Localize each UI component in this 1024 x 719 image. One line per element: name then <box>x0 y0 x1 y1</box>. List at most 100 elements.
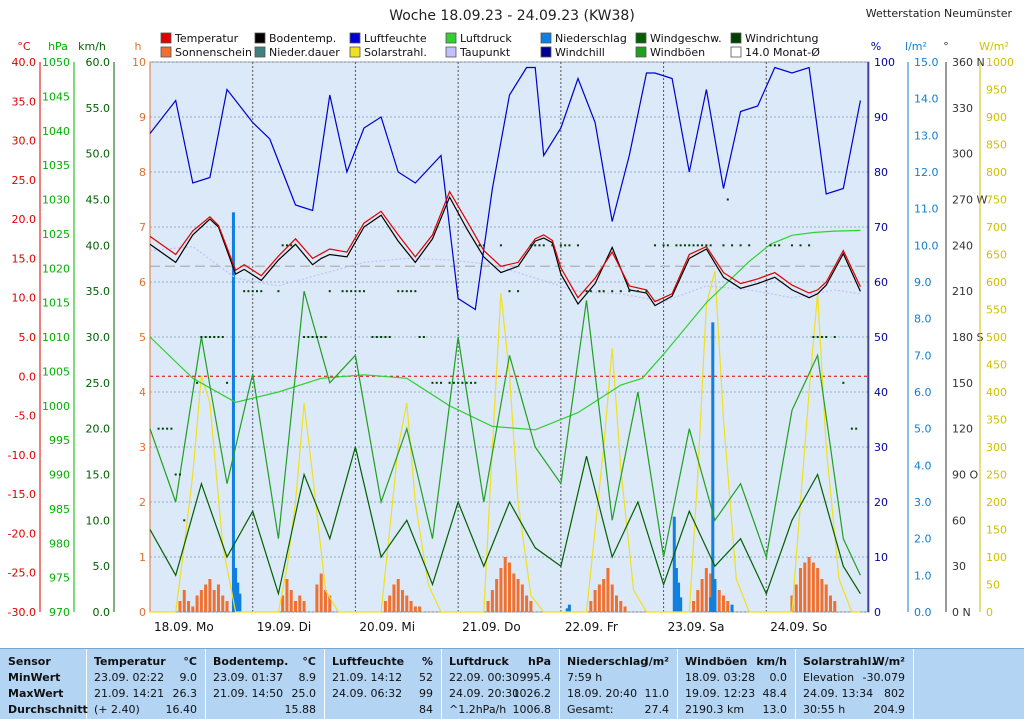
dir-tick-label: 150 <box>952 377 973 390</box>
rain-tick-label: 12.0 <box>914 166 939 179</box>
solar-tick-label: 750 <box>986 194 1007 207</box>
wind-direction-point <box>748 244 751 247</box>
series-line-solarstrahl <box>150 270 861 613</box>
dir-tick-label: 0 N <box>952 606 971 619</box>
stats-row-label: MinWert <box>8 671 61 684</box>
stats-separator <box>86 649 87 719</box>
wind-direction-point <box>602 290 605 293</box>
legend-swatch <box>254 46 266 58</box>
solar-tick-label: 600 <box>986 276 1007 289</box>
wind-direction-point <box>281 244 284 247</box>
stats-cell-row: (+ 2.40) 16.40 <box>94 703 197 717</box>
legend-label: Niederschlag <box>555 32 627 45</box>
series-line-luftfeuchte <box>149 66 861 311</box>
wind-direction-point <box>174 473 177 476</box>
wind-direction-point <box>564 244 567 247</box>
wind-direction-point <box>778 244 781 247</box>
stats-cell-row: 2190.3 km 13.0 <box>685 703 787 717</box>
stats-cell-row: 84 <box>332 703 433 717</box>
rain-tick-label: 10.0 <box>914 239 939 252</box>
sunshine-bar <box>816 568 820 612</box>
legend-label: Windchill <box>555 46 605 59</box>
sunshine-bar <box>486 601 490 612</box>
legend-label: Nieder.dauer <box>269 46 340 59</box>
dir-tick-label: 180 S <box>952 331 983 344</box>
solar-tick-label: 950 <box>986 84 1007 97</box>
sunshine-bar <box>191 606 195 612</box>
sun-tick-label: 1 <box>139 551 146 564</box>
sunshine-bar <box>820 579 824 612</box>
wind-direction-point <box>534 244 537 247</box>
temp-tick-label: 40.0 <box>12 56 37 69</box>
sunshine-bar <box>490 590 494 612</box>
sunshine-bar <box>508 562 511 612</box>
wind-direction-point <box>221 336 224 338</box>
sunshine-bar <box>204 584 208 612</box>
stats-col-unit: km/h <box>756 655 787 668</box>
wind-tick-label: 5.0 <box>93 560 111 573</box>
sunshine-bar <box>298 595 302 612</box>
wind-direction-point <box>303 336 306 338</box>
press-tick-label: 1025 <box>42 228 70 241</box>
stats-col-unit: W/m² <box>872 655 905 668</box>
solar-tick-label: 250 <box>986 469 1007 482</box>
stats-cell-row: 24.09. 06:32 99 <box>332 687 433 701</box>
sunshine-bar <box>602 579 606 612</box>
sunshine-bar <box>413 606 417 612</box>
wind-direction-point <box>324 336 327 338</box>
hum-tick-label: 100 <box>874 56 895 69</box>
stats-column: Windböen km/h 18.09. 03:28 0.0 19.09. 12:23 4… <box>685 649 787 719</box>
stats-cell-value: 1026.2 <box>512 687 552 700</box>
chart-title: Woche 18.09.23 - 24.09.23 (KW38) <box>389 8 635 24</box>
hum-tick-label: 10 <box>874 551 888 564</box>
stats-cell-value: 0.0 <box>769 671 788 684</box>
precipitation-bar <box>677 582 681 612</box>
stats-cell-value: 8.9 <box>298 671 317 684</box>
solar-tick-label: 650 <box>986 249 1007 262</box>
day-labels: 18.09. Mo 19.09. Di 20.09. Mi 21.09. Do 22.0… <box>154 620 827 634</box>
legend-swatch <box>540 32 552 44</box>
wind-direction-point <box>457 381 460 384</box>
sunshine-bar <box>323 590 327 612</box>
wind-direction-point <box>825 336 828 338</box>
sun-tick-label: 3 <box>139 441 146 454</box>
wind-direction-point <box>679 244 682 247</box>
temp-tick-label: -30.0 <box>8 606 36 619</box>
legend-label: Taupunkt <box>459 46 511 59</box>
wind-direction-point <box>701 244 704 247</box>
hum-tick-label: 60 <box>874 276 888 289</box>
rain-tick-label: 5.0 <box>914 423 932 436</box>
wind-direction-point <box>204 336 207 338</box>
press-tick-label: 970 <box>49 606 70 619</box>
wind-direction-point <box>709 244 712 247</box>
legend-label: Windböen <box>650 46 705 59</box>
wind-direction-point <box>683 244 686 247</box>
stats-cell-value: 11.0 <box>644 687 670 700</box>
stats-column: Luftfeuchte% 21.09. 14:12 52 24.09. 06:32 99… <box>332 649 433 719</box>
sun-tick-label: 2 <box>139 496 146 509</box>
sunshine-bar <box>221 595 225 612</box>
stats-cell-value: 27.4 <box>644 703 670 716</box>
sunshine-bar <box>392 584 396 612</box>
legend-swatch <box>445 32 457 44</box>
wind-direction-point <box>529 244 532 247</box>
wind-direction-point <box>692 244 695 247</box>
wind-direction-point <box>542 244 545 247</box>
solar-tick-label: 150 <box>986 524 1007 537</box>
sun-tick-label: 9 <box>139 111 146 124</box>
temp-tick-label: 5.0 <box>19 331 37 344</box>
stats-cell-label: 21.09. 14:50 <box>213 687 284 700</box>
rain-tick-label: 1.0 <box>914 569 932 582</box>
wind-direction-point <box>568 244 571 247</box>
legend-swatch <box>730 32 742 44</box>
stats-cell-label: 30:55 h <box>803 703 846 716</box>
stats-cell-value: 13.0 <box>762 703 788 716</box>
legend-label: Luftdruck <box>460 32 512 45</box>
press-tick-label: 1020 <box>42 262 70 275</box>
wind-direction-point <box>645 290 648 293</box>
wind-direction-point <box>461 381 464 384</box>
wind-direction-point <box>290 244 293 247</box>
wind-direction-point <box>474 381 477 384</box>
wind-direction-point <box>812 336 815 338</box>
stats-cell-value: 802 <box>884 687 905 700</box>
